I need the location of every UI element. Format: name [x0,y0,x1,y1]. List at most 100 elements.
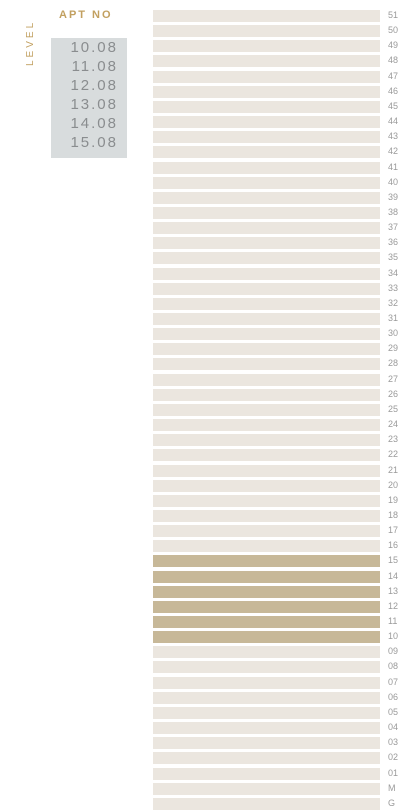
floor-row[interactable] [153,298,380,310]
floor-row[interactable] [153,798,380,810]
floor-number-label: 31 [388,313,399,323]
floor-row[interactable] [153,131,380,143]
floor-row[interactable] [153,510,380,522]
apt-no-header: APT NO [59,9,113,21]
floor-number-label: 48 [388,55,399,65]
floor-row[interactable] [153,737,380,749]
floor-number-label: 14 [388,571,399,581]
floor-number-label: 37 [388,222,399,232]
floor-row[interactable] [153,752,380,764]
apartment-list-panel: 10.08 11.08 12.08 13.08 14.08 15.08 [51,38,127,158]
floor-row[interactable] [153,283,380,295]
floor-row[interactable] [153,692,380,704]
floor-row[interactable] [153,313,380,325]
floor-row[interactable] [153,374,380,386]
floor-row[interactable] [153,525,380,537]
floor-number-label: 32 [388,298,399,308]
floor-number-label: 34 [388,268,399,278]
floor-row[interactable] [153,71,380,83]
floor-row[interactable] [153,404,380,416]
floor-number-label: 05 [388,707,399,717]
floor-row[interactable] [153,237,380,249]
floor-row[interactable] [153,389,380,401]
floor-number-label: 29 [388,343,399,353]
floor-row[interactable] [153,162,380,174]
floor-number-label: 07 [388,677,399,687]
floor-row[interactable] [153,146,380,158]
floor-number-label: 18 [388,510,399,520]
floor-number-label: 47 [388,71,399,81]
floor-row[interactable] [153,555,380,567]
floor-row[interactable] [153,571,380,583]
floor-number-label: 09 [388,646,399,656]
apartment-item[interactable]: 13.08 [70,96,118,113]
floor-number-label: 20 [388,480,399,490]
floor-number-label: 02 [388,752,399,762]
floor-row[interactable] [153,601,380,613]
floor-row[interactable] [153,192,380,204]
floor-row[interactable] [153,495,380,507]
apartment-item[interactable]: 12.08 [70,77,118,94]
floor-number-label: 38 [388,207,399,217]
floor-number-label: 40 [388,177,399,187]
apartment-item[interactable]: 15.08 [70,134,118,151]
floor-row[interactable] [153,328,380,340]
floor-row[interactable] [153,252,380,264]
apartment-item[interactable]: 14.08 [70,115,118,132]
floor-number-label: G [388,798,396,808]
floor-row[interactable] [153,586,380,598]
floor-row[interactable] [153,116,380,128]
floor-row[interactable] [153,722,380,734]
floor-number-label: 30 [388,328,399,338]
floor-row[interactable] [153,480,380,492]
floor-row[interactable] [153,207,380,219]
floor-number-label: 46 [388,86,399,96]
floor-row[interactable] [153,465,380,477]
floor-row[interactable] [153,222,380,234]
floor-row[interactable] [153,616,380,628]
floor-row[interactable] [153,101,380,113]
floor-row[interactable] [153,55,380,67]
floor-number-label: 33 [388,283,399,293]
floor-row[interactable] [153,419,380,431]
floor-row[interactable] [153,631,380,643]
floor-number-label: 25 [388,404,399,414]
floor-number-label: 39 [388,192,399,202]
floor-row[interactable] [153,449,380,461]
floor-number-label: 10 [388,631,399,641]
floor-row[interactable] [153,358,380,370]
floor-row[interactable] [153,677,380,689]
floor-row[interactable] [153,768,380,780]
floor-number-label: 08 [388,661,399,671]
floor-number-label: 41 [388,162,399,172]
floor-row[interactable] [153,25,380,37]
floor-row[interactable] [153,343,380,355]
floor-number-label: 16 [388,540,399,550]
floor-row[interactable] [153,10,380,22]
floor-row[interactable] [153,268,380,280]
floor-row[interactable] [153,646,380,658]
floor-number-label: 01 [388,768,399,778]
floor-number-label: 27 [388,374,399,384]
floor-row[interactable] [153,434,380,446]
floor-number-label: M [388,783,396,793]
floor-number-label: 24 [388,419,399,429]
apartment-item[interactable]: 10.08 [70,39,118,56]
floor-number-label: 50 [388,25,399,35]
floor-row[interactable] [153,40,380,52]
floor-row[interactable] [153,783,380,795]
floor-row[interactable] [153,661,380,673]
floor-row[interactable] [153,86,380,98]
floor-number-label: 42 [388,146,399,156]
floor-number-label: 17 [388,525,399,535]
floor-number-label: 04 [388,722,399,732]
floor-row[interactable] [153,707,380,719]
floor-number-label: 06 [388,692,399,702]
level-label: LEVEL [25,19,36,66]
floor-row[interactable] [153,540,380,552]
floor-row[interactable] [153,177,380,189]
floor-number-label: 36 [388,237,399,247]
apartment-item[interactable]: 11.08 [71,58,118,75]
floor-number-label: 35 [388,252,399,262]
floor-number-label: 45 [388,101,399,111]
